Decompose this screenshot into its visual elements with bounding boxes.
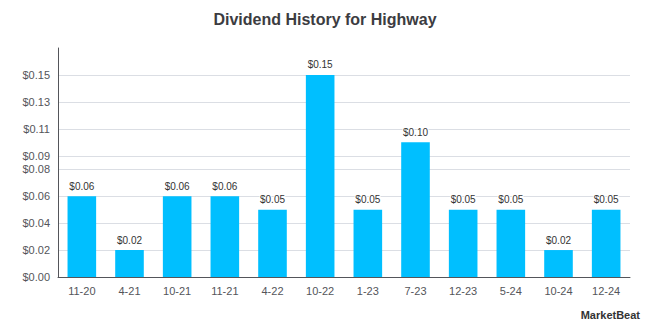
svg-text:$0.06: $0.06 <box>22 190 50 202</box>
svg-text:4-21: 4-21 <box>118 285 140 297</box>
svg-text:$0.15: $0.15 <box>22 69 50 81</box>
svg-text:10-24: 10-24 <box>544 285 572 297</box>
svg-text:7-23: 7-23 <box>404 285 426 297</box>
svg-text:MarketBeat: MarketBeat <box>581 309 641 321</box>
svg-text:4-22: 4-22 <box>261 285 283 297</box>
svg-text:5-24: 5-24 <box>500 285 522 297</box>
svg-text:$0.05: $0.05 <box>451 194 476 205</box>
svg-text:$0.02: $0.02 <box>546 235 571 246</box>
svg-text:10-21: 10-21 <box>163 285 191 297</box>
svg-text:10-22: 10-22 <box>306 285 334 297</box>
svg-text:$0.05: $0.05 <box>260 194 285 205</box>
svg-text:12-23: 12-23 <box>449 285 477 297</box>
svg-text:$0.06: $0.06 <box>212 181 237 192</box>
svg-text:$0.13: $0.13 <box>22 96 50 108</box>
svg-text:$0.02: $0.02 <box>117 235 142 246</box>
svg-text:11-21: 11-21 <box>211 285 238 297</box>
svg-text:$0.00: $0.00 <box>22 271 50 283</box>
svg-text:$0.02: $0.02 <box>22 244 50 256</box>
svg-text:11-20: 11-20 <box>68 285 95 297</box>
svg-text:Dividend History for Highway: Dividend History for Highway <box>213 11 436 28</box>
svg-text:$0.06: $0.06 <box>165 181 190 192</box>
svg-text:$0.05: $0.05 <box>594 194 619 205</box>
svg-text:12-24: 12-24 <box>592 285 620 297</box>
svg-text:1-23: 1-23 <box>357 285 379 297</box>
svg-text:$0.04: $0.04 <box>22 217 50 229</box>
svg-text:$0.06: $0.06 <box>69 181 94 192</box>
svg-text:$0.10: $0.10 <box>403 127 428 138</box>
svg-text:$0.15: $0.15 <box>308 59 333 70</box>
svg-text:$0.09: $0.09 <box>22 150 50 162</box>
svg-text:$0.11: $0.11 <box>23 123 50 135</box>
svg-text:$0.05: $0.05 <box>498 194 523 205</box>
svg-text:$0.08: $0.08 <box>22 163 50 175</box>
svg-text:$0.05: $0.05 <box>355 194 380 205</box>
